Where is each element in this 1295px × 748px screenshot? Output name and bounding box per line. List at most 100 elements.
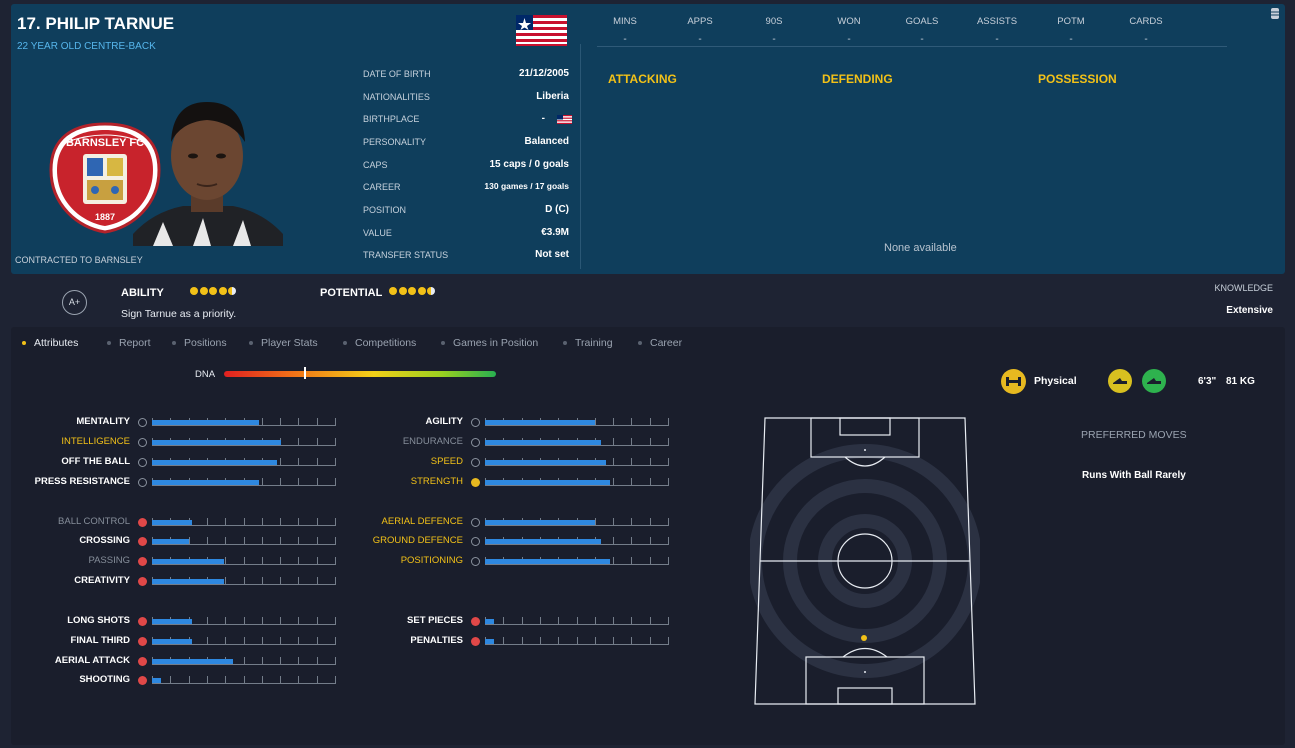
attribute-row-long-shots[interactable]: LONG SHOTS: [0, 615, 130, 629]
defending-heading: DEFENDING: [822, 72, 893, 86]
attribute-bar-tick: [262, 478, 263, 486]
attribute-row-agility[interactable]: AGILITY: [0, 416, 463, 430]
attribute-row-off-the-ball[interactable]: OFF THE BALL: [0, 456, 130, 470]
tab-player-stats[interactable]: Player Stats: [249, 337, 318, 349]
info-value: Balanced: [524, 136, 569, 147]
attribute-bar-tick: [170, 676, 171, 684]
info-row-birthplace: BIRTHPLACE -: [363, 113, 572, 136]
attribute-bar-tick: [631, 557, 632, 565]
ability-star: [209, 287, 217, 295]
attribute-bar-tick: [613, 617, 614, 625]
info-label: CAREER: [363, 182, 401, 192]
attribute-bar-tick: [262, 418, 263, 426]
tab-attributes[interactable]: Attributes: [22, 337, 78, 349]
potential-star: [389, 287, 397, 295]
attribute-bar-tick: [298, 458, 299, 466]
attribute-row-speed[interactable]: SPEED: [0, 456, 463, 470]
attribute-row-crossing[interactable]: CROSSING: [0, 535, 130, 549]
attribute-row-aerial-attack[interactable]: AERIAL ATTACK: [0, 655, 130, 669]
attribute-row-positioning[interactable]: POSITIONING: [0, 555, 463, 569]
attribute-status-icon: [138, 438, 147, 447]
attribute-name: LONG SHOTS: [67, 615, 130, 626]
attribute-bar-fill: [485, 480, 610, 485]
tab-career[interactable]: Career: [638, 337, 682, 349]
attribute-row-shooting[interactable]: SHOOTING: [0, 674, 130, 688]
info-value[interactable]: D (C): [545, 204, 569, 215]
physical-label: Physical: [1034, 375, 1077, 387]
attribute-row-strength[interactable]: STRENGTH: [0, 476, 463, 490]
tab-competitions[interactable]: Competitions: [343, 337, 416, 349]
attribute-bar-tick: [540, 637, 541, 645]
attribute-name: MENTALITY: [76, 416, 130, 427]
attribute-bar-tick: [595, 518, 596, 526]
right-boot-icon: [1142, 369, 1166, 393]
ability-stars: [190, 287, 238, 297]
attribute-row-press-resistance[interactable]: PRESS RESISTANCE: [0, 476, 130, 490]
attribute-bar-tick: [225, 518, 226, 526]
attribute-bar: [152, 656, 336, 665]
potential-star: [398, 287, 407, 295]
attribute-bar-fill: [152, 659, 233, 664]
info-label: CAPS: [363, 160, 388, 170]
attribute-bar-tick: [262, 637, 263, 645]
attribute-row-penalties[interactable]: PENALTIES: [0, 635, 463, 649]
attribute-row-creativity[interactable]: CREATIVITY: [0, 575, 130, 589]
info-label: PERSONALITY: [363, 137, 427, 147]
attribute-row-aerial-defence[interactable]: AERIAL DEFENCE: [0, 516, 463, 530]
attribute-bar-tick: [298, 537, 299, 545]
attribute-bar: [152, 675, 336, 684]
stat-column-won[interactable]: WON -: [819, 16, 879, 45]
attribute-bar-fill: [152, 639, 192, 644]
attribute-bar-tick: [613, 458, 614, 466]
attribute-row-passing[interactable]: PASSING: [0, 555, 130, 569]
attribute-bar-tick: [650, 418, 651, 426]
stat-column-mins[interactable]: MINS -: [595, 16, 655, 45]
ability-label: ABILITY: [121, 287, 164, 299]
attribute-row-ground-defence[interactable]: GROUND DEFENCE: [0, 535, 463, 549]
attribute-status-icon: [471, 617, 480, 626]
stat-column-apps[interactable]: APPS -: [670, 16, 730, 45]
attribute-bar-tick: [189, 676, 190, 684]
tab-label: Games in Position: [453, 337, 539, 349]
attribute-row-intelligence[interactable]: INTELLIGENCE: [0, 436, 130, 450]
attribute-bar: [485, 556, 669, 565]
attribute-row-final-third[interactable]: FINAL THIRD: [0, 635, 130, 649]
attribute-bar-tick: [335, 458, 336, 466]
attribute-row-endurance[interactable]: ENDURANCE: [0, 436, 463, 450]
tab-indicator: [638, 341, 642, 346]
info-label: NATIONALITIES: [363, 92, 430, 102]
attribute-status-icon: [471, 518, 480, 527]
attribute-bar-tick: [631, 537, 632, 545]
attribute-bar-tick: [298, 478, 299, 486]
info-value[interactable]: Liberia: [536, 91, 569, 102]
knowledge-label: KNOWLEDGE: [1214, 283, 1273, 293]
stat-column-goals[interactable]: GOALS -: [892, 16, 952, 45]
attribute-name: SHOOTING: [79, 674, 130, 685]
attribute-bar-tick: [280, 577, 281, 585]
stat-column-assists[interactable]: ASSISTS -: [967, 16, 1027, 45]
attribute-row-set-pieces[interactable]: SET PIECES: [0, 615, 463, 629]
attribute-bar: [152, 457, 336, 466]
attribute-bar-tick: [613, 418, 614, 426]
club-crest[interactable]: BARNSLEY FC 1887: [47, 120, 163, 236]
attribute-bar-tick: [298, 637, 299, 645]
tab-report[interactable]: Report: [107, 337, 151, 349]
tab-games-in-position[interactable]: Games in Position: [441, 337, 538, 349]
attribute-row-ball-control[interactable]: BALL CONTROL: [0, 516, 130, 530]
attribute-bar-tick: [244, 657, 245, 665]
tab-positions[interactable]: Positions: [172, 337, 227, 349]
attribute-bar-tick: [280, 478, 281, 486]
attribute-bar-tick: [522, 617, 523, 625]
player-subtitle[interactable]: 22 YEAR OLD CENTRE-BACK: [17, 41, 156, 52]
attribute-bar-fill: [152, 460, 277, 465]
potential-star: [417, 287, 426, 295]
info-row-personality: PERSONALITY Balanced: [363, 136, 569, 159]
attribute-bar-tick: [558, 637, 559, 645]
stat-column-cards[interactable]: CARDS -: [1116, 16, 1176, 45]
tab-training[interactable]: Training: [563, 337, 613, 349]
stat-header: POTM: [1057, 16, 1085, 27]
attribute-row-mentality[interactable]: MENTALITY: [0, 416, 130, 430]
stat-column-potm[interactable]: POTM -: [1041, 16, 1101, 45]
stat-column-90s[interactable]: 90S -: [744, 16, 804, 45]
database-icon[interactable]: [1271, 8, 1279, 19]
